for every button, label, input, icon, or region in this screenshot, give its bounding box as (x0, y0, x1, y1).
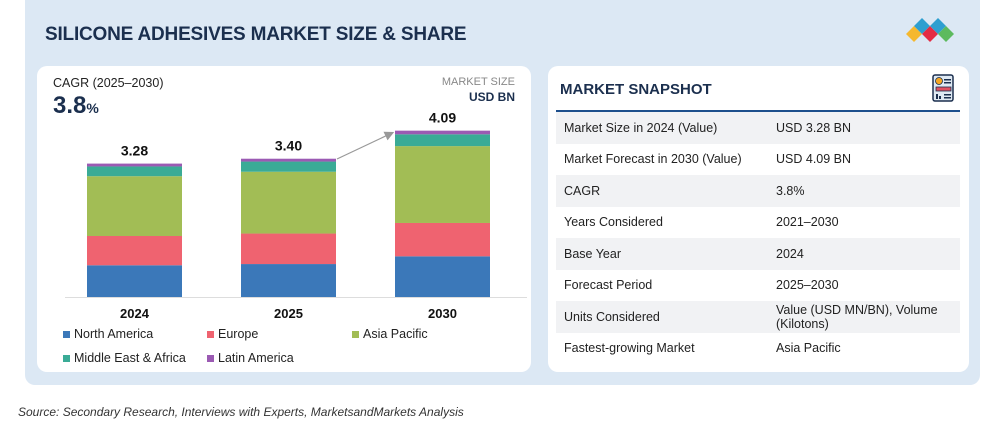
legend-swatch (207, 354, 214, 362)
header-divider (556, 110, 960, 112)
snapshot-row: Fastest-growing Market Asia Pacific (556, 333, 960, 365)
cagr-label: CAGR (2025–2030) (53, 76, 164, 90)
snapshot-row: CAGR 3.8% (556, 175, 960, 207)
stacked-bar-chart: 3.28 2024 3.40 2025 4.09 2030 (65, 110, 527, 321)
snapshot-value: 2024 (776, 246, 804, 261)
bar-segment (87, 163, 182, 167)
legend-swatch (63, 330, 70, 338)
snapshot-label: Market Forecast in 2030 (Value) (564, 152, 742, 167)
legend-item: Middle East & Africa (63, 351, 186, 365)
bar-segment (241, 233, 336, 265)
snapshot-value: USD 3.28 BN (776, 120, 852, 135)
snapshot-value: Asia Pacific (776, 341, 841, 356)
snapshot-value: 3.8% (776, 183, 805, 198)
snapshot-row: Market Size in 2024 (Value) USD 3.28 BN (556, 112, 960, 144)
snapshot-label: Years Considered (564, 215, 663, 230)
snapshot-value: 2025–2030 (776, 278, 839, 293)
bar-segment (87, 235, 182, 266)
bar-segment (395, 134, 490, 147)
bar-segment (395, 130, 490, 135)
page-title: SILICONE ADHESIVES MARKET SIZE & SHARE (45, 24, 467, 45)
bar-segment (395, 222, 490, 257)
snapshot-row: Units Considered Value (USD MN/BN), Volum… (556, 301, 960, 333)
snapshot-value: 2021–2030 (776, 215, 839, 230)
bar-segment (87, 166, 182, 177)
bar-segment (87, 265, 182, 297)
snapshot-title: MARKET SNAPSHOT (560, 81, 712, 98)
legend-label: Asia Pacific (363, 327, 428, 341)
legend-label: Latin America (218, 351, 294, 365)
legend-swatch (352, 330, 359, 338)
legend-item: Asia Pacific (352, 327, 428, 341)
snapshot-row: Years Considered 2021–2030 (556, 207, 960, 239)
snapshot-label: Fastest-growing Market (564, 341, 695, 356)
bar-segment (241, 158, 336, 162)
legend-item: North America (63, 327, 153, 341)
snapshot-row: Base Year 2024 (556, 238, 960, 270)
total-label: 3.28 (121, 143, 148, 159)
market-size-unit: USD BN (468, 90, 515, 104)
market-snapshot-card: MARKET SNAPSHOT Market Size in 2024 (Val… (548, 66, 969, 372)
total-label: 3.40 (275, 138, 302, 154)
report-icon (932, 74, 954, 102)
market-size-chart-card: CAGR (2025–2030) 3.8% MARKET SIZE USD BN… (37, 66, 531, 372)
bar-segment (241, 264, 336, 297)
bar-segment (395, 146, 490, 223)
snapshot-label: Forecast Period (564, 278, 653, 293)
bar-segment (241, 171, 336, 234)
x-tick-label: 2030 (428, 306, 457, 321)
x-tick-label: 2024 (120, 306, 150, 321)
snapshot-row: Market Forecast in 2030 (Value) USD 4.09 … (556, 144, 960, 176)
market-size-label: MARKET SIZE (441, 76, 515, 88)
x-tick-label: 2025 (274, 306, 303, 321)
snapshot-value: USD 4.09 BN (776, 152, 852, 167)
bar-segment (87, 176, 182, 236)
snapshot-row: Forecast Period 2025–2030 (556, 270, 960, 302)
bar-segment (395, 256, 490, 297)
snapshot-label: Base Year (564, 246, 621, 261)
legend-swatch (207, 330, 214, 338)
legend-item: Latin America (207, 351, 294, 365)
snapshot-label: Market Size in 2024 (Value) (564, 120, 718, 135)
bar-segment (241, 161, 336, 172)
snapshot-label: Units Considered (564, 309, 660, 324)
legend-label: North America (74, 327, 154, 341)
legend-item: Europe (207, 327, 258, 341)
snapshot-table: Market Size in 2024 (Value) USD 3.28 BN Ma… (556, 112, 960, 364)
legend-swatch (63, 354, 70, 362)
brand-logo-icon (906, 18, 954, 42)
snapshot-label: CAGR (564, 183, 601, 198)
snapshot-value: Value (USD MN/BN), Volume (Kilotons) (776, 302, 938, 331)
total-label: 4.09 (429, 110, 456, 126)
legend-label: Europe (218, 327, 259, 341)
source-note: Source: Secondary Research, Interviews w… (18, 405, 464, 419)
legend-label: Middle East & Africa (74, 351, 186, 365)
cagr-value: 3.8% (53, 92, 99, 119)
growth-arrow (336, 131, 395, 160)
